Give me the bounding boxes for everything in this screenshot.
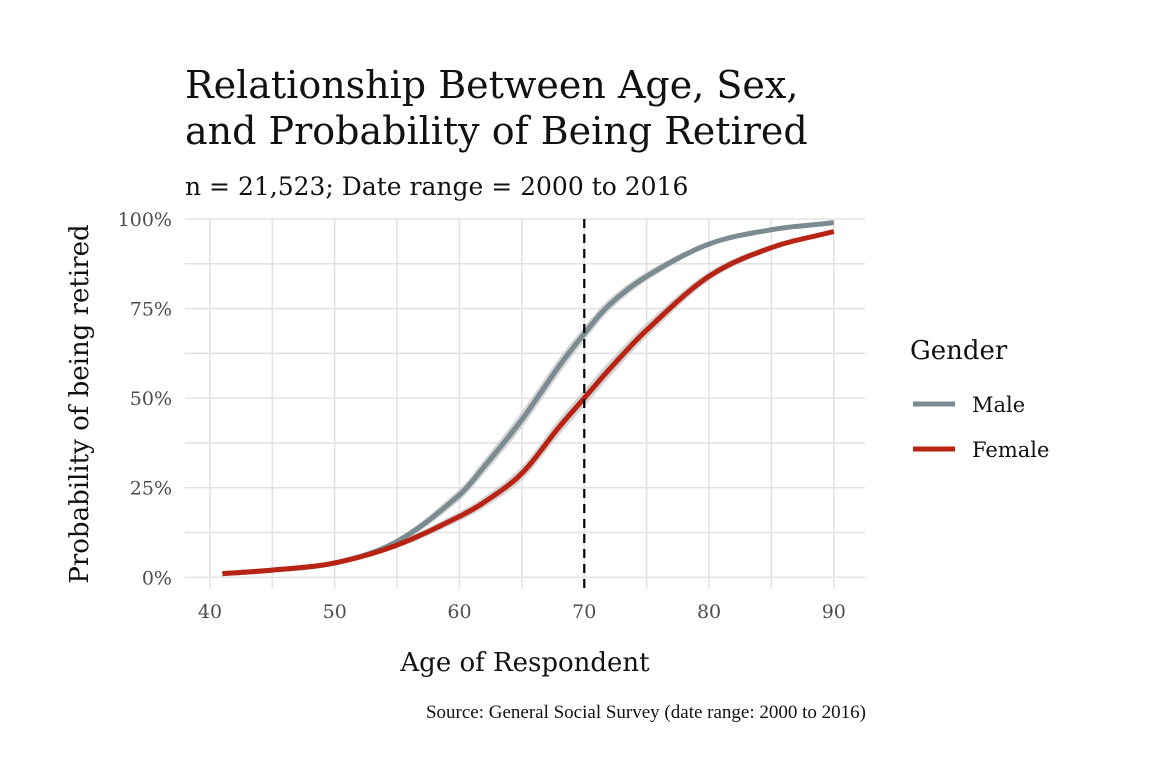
legend-label-male: Male bbox=[972, 393, 1025, 417]
x-tick-label: 50 bbox=[323, 601, 347, 623]
chart-title-line2: and Probability of Being Retired bbox=[185, 109, 808, 153]
chart-caption: Source: General Social Survey (date rang… bbox=[426, 702, 866, 723]
x-tick-label: 90 bbox=[822, 601, 846, 623]
line-layer bbox=[222, 220, 835, 577]
y-tick-label: 100% bbox=[118, 209, 172, 231]
x-axis-title: Age of Respondent bbox=[399, 648, 650, 678]
legend-items: Male Female bbox=[913, 393, 1049, 462]
y-tick-label: 75% bbox=[130, 299, 172, 321]
y-tick-label: 0% bbox=[142, 567, 172, 589]
y-axis-ticks: 0% 25% 50% 75% 100% bbox=[118, 209, 172, 589]
series-line-female bbox=[222, 229, 835, 577]
y-tick-label: 25% bbox=[130, 478, 172, 500]
chart-title: Relationship Between Age, Sex, bbox=[185, 63, 798, 107]
x-tick-label: 70 bbox=[572, 601, 596, 623]
confidence-ribbon-female bbox=[222, 229, 834, 575]
x-tick-label: 60 bbox=[447, 601, 471, 623]
x-axis-ticks: 40 50 60 70 80 90 bbox=[198, 601, 846, 623]
x-tick-label: 40 bbox=[198, 601, 222, 623]
chart-subtitle: n = 21,523; Date range = 2000 to 2016 bbox=[185, 172, 688, 201]
legend-title: Gender bbox=[910, 336, 1008, 366]
y-tick-label: 50% bbox=[130, 388, 172, 410]
legend-label-female: Female bbox=[972, 438, 1049, 462]
legend: Gender Male Female bbox=[910, 336, 1049, 462]
grid-layer bbox=[185, 218, 865, 588]
x-tick-label: 80 bbox=[697, 601, 721, 623]
y-axis-title: Probability of being retired bbox=[65, 224, 95, 583]
